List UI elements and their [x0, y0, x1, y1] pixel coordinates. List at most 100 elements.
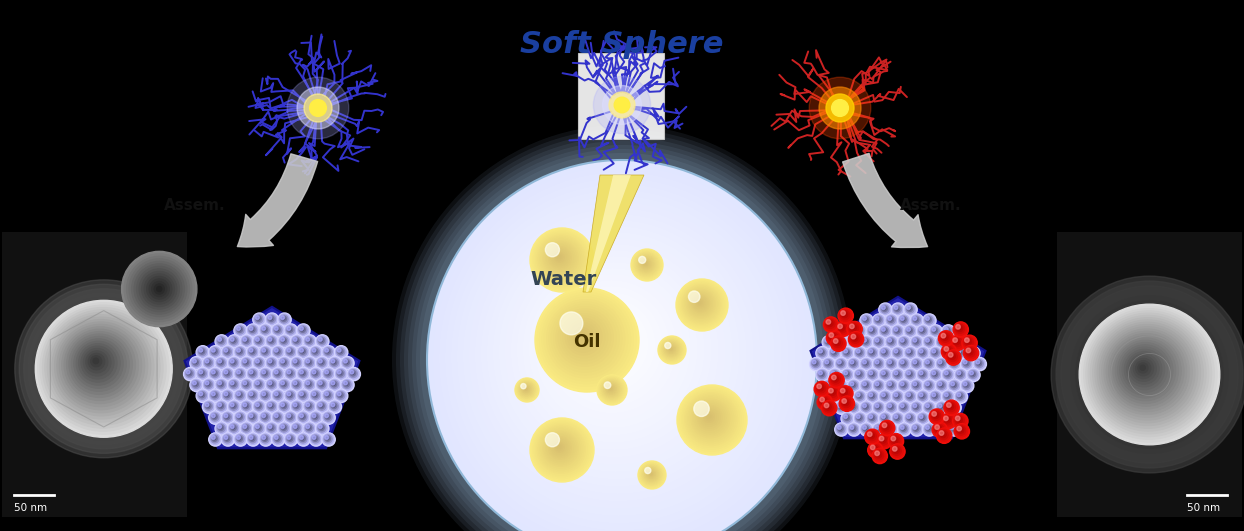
Circle shape: [887, 381, 896, 389]
Circle shape: [658, 337, 685, 363]
Circle shape: [275, 435, 279, 439]
Circle shape: [345, 382, 350, 387]
Circle shape: [944, 416, 948, 421]
Text: Water: Water: [531, 270, 597, 289]
Circle shape: [848, 337, 860, 347]
Circle shape: [913, 338, 917, 342]
Ellipse shape: [499, 232, 733, 472]
Circle shape: [950, 338, 954, 342]
Circle shape: [285, 411, 297, 424]
Circle shape: [944, 371, 952, 379]
Circle shape: [249, 435, 256, 443]
Circle shape: [940, 413, 957, 429]
Circle shape: [287, 436, 292, 441]
Circle shape: [863, 382, 868, 388]
Circle shape: [962, 380, 973, 391]
Circle shape: [280, 381, 289, 389]
Circle shape: [305, 359, 313, 366]
Circle shape: [694, 298, 705, 308]
Circle shape: [842, 391, 852, 402]
Circle shape: [918, 414, 927, 422]
Circle shape: [875, 359, 882, 367]
Circle shape: [297, 324, 310, 337]
Circle shape: [532, 231, 591, 288]
Circle shape: [285, 325, 296, 336]
Circle shape: [884, 314, 898, 327]
Circle shape: [939, 382, 944, 388]
Circle shape: [519, 382, 534, 397]
Circle shape: [55, 320, 153, 418]
Circle shape: [601, 379, 623, 401]
Circle shape: [281, 316, 286, 321]
Circle shape: [285, 412, 296, 423]
Circle shape: [880, 413, 891, 424]
Circle shape: [1122, 347, 1167, 392]
Circle shape: [963, 360, 967, 364]
Circle shape: [872, 448, 887, 464]
Circle shape: [868, 414, 876, 422]
Circle shape: [866, 412, 880, 425]
Circle shape: [908, 329, 911, 332]
Circle shape: [323, 390, 333, 401]
Circle shape: [638, 256, 646, 263]
Circle shape: [274, 348, 281, 356]
Circle shape: [856, 349, 860, 353]
Circle shape: [954, 347, 968, 360]
Circle shape: [841, 312, 847, 318]
Circle shape: [887, 425, 896, 433]
Circle shape: [249, 413, 256, 421]
Circle shape: [292, 337, 301, 345]
Circle shape: [243, 359, 250, 366]
Circle shape: [642, 261, 649, 267]
Circle shape: [198, 369, 208, 379]
Circle shape: [904, 325, 917, 338]
Circle shape: [835, 321, 851, 337]
Circle shape: [267, 381, 275, 389]
Circle shape: [932, 371, 935, 375]
Circle shape: [831, 390, 833, 393]
Circle shape: [842, 399, 846, 404]
Circle shape: [224, 414, 230, 419]
Circle shape: [954, 340, 958, 343]
Circle shape: [243, 381, 250, 389]
Circle shape: [300, 349, 305, 354]
Circle shape: [882, 306, 886, 310]
Circle shape: [829, 347, 842, 360]
Circle shape: [907, 328, 911, 331]
Circle shape: [845, 395, 848, 397]
Circle shape: [826, 340, 829, 342]
Circle shape: [824, 402, 833, 412]
Circle shape: [287, 327, 292, 332]
Circle shape: [255, 403, 259, 407]
Circle shape: [211, 414, 218, 419]
Circle shape: [306, 338, 310, 341]
Circle shape: [954, 390, 968, 404]
Circle shape: [856, 371, 863, 379]
Circle shape: [819, 396, 831, 408]
Circle shape: [86, 351, 108, 373]
Circle shape: [636, 254, 657, 275]
Circle shape: [821, 398, 827, 404]
Polygon shape: [583, 175, 644, 292]
Circle shape: [238, 393, 241, 396]
Circle shape: [521, 383, 526, 389]
Circle shape: [1091, 315, 1205, 431]
Circle shape: [1108, 333, 1184, 409]
Circle shape: [316, 357, 328, 370]
Circle shape: [851, 339, 856, 344]
Circle shape: [912, 358, 922, 369]
Circle shape: [559, 311, 611, 363]
Circle shape: [37, 303, 169, 434]
Circle shape: [224, 392, 228, 396]
Circle shape: [819, 87, 861, 129]
Circle shape: [955, 324, 960, 329]
Circle shape: [837, 382, 841, 386]
Circle shape: [551, 304, 620, 372]
Circle shape: [261, 348, 269, 356]
Circle shape: [964, 347, 977, 359]
Circle shape: [266, 336, 277, 346]
Circle shape: [275, 371, 280, 376]
Circle shape: [249, 370, 256, 378]
Circle shape: [642, 260, 649, 268]
Circle shape: [867, 326, 878, 337]
